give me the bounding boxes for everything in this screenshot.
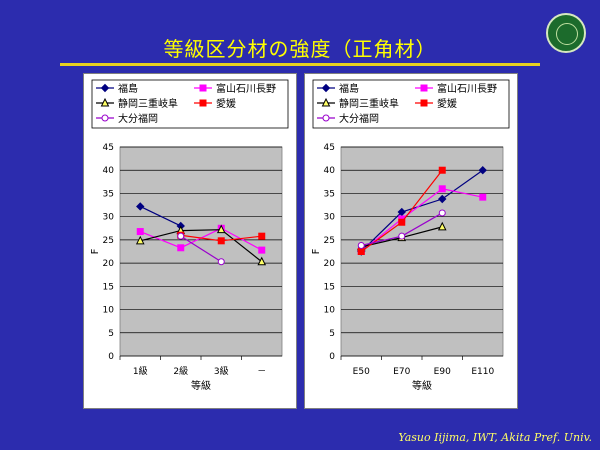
footer-credit: Yasuo Iijima, IWT, Akita Pref. Univ.	[398, 431, 592, 444]
legend-label: 愛媛	[216, 97, 236, 110]
legend-marker	[321, 83, 331, 93]
x-tick-label: 3級	[214, 365, 229, 377]
y-tick-label: 25	[324, 236, 335, 246]
legend-label: 大分福岡	[339, 112, 379, 125]
data-point	[217, 237, 225, 245]
x-tick-label: E50	[353, 367, 370, 377]
legend-marker	[100, 97, 110, 107]
gridlines	[341, 146, 503, 357]
data-point	[177, 244, 185, 252]
y-tick-label: 15	[103, 282, 114, 292]
data-point	[177, 232, 185, 240]
y-tick-label: 10	[324, 306, 336, 316]
y-axis-label: F	[90, 248, 101, 254]
legend-label: 福島	[118, 82, 138, 95]
data-point	[438, 209, 446, 217]
data-point	[438, 166, 446, 174]
y-tick-label: 5	[108, 329, 114, 339]
x-axis-label: 等級	[191, 379, 211, 392]
legend-label: 富山石川長野	[216, 82, 276, 95]
legend-label: 静岡三重岐阜	[339, 97, 399, 110]
data-point	[357, 241, 365, 249]
y-tick-label: 0	[329, 352, 335, 362]
legend-label: 福島	[339, 82, 359, 95]
data-point	[136, 202, 145, 211]
y-tick-label: 25	[103, 236, 114, 246]
data-point	[438, 194, 447, 204]
data-point	[478, 166, 487, 175]
x-tick-label: －	[257, 367, 266, 377]
legend-label: 静岡三重岐阜	[118, 97, 178, 110]
data-point	[136, 228, 144, 236]
series-line	[360, 188, 483, 252]
y-tick-label: 45	[324, 143, 335, 153]
data-point	[438, 185, 446, 193]
title-underline	[60, 63, 540, 66]
series-3	[357, 166, 446, 255]
y-tick-label: 20	[324, 259, 336, 269]
legend-marker	[420, 99, 428, 107]
series-line	[360, 169, 484, 252]
data-point	[135, 235, 145, 245]
data-point	[479, 193, 487, 201]
legend-marker	[321, 97, 331, 107]
y-tick-label: 45	[103, 143, 114, 153]
university-logo	[546, 13, 586, 53]
data-point	[437, 221, 447, 231]
data-point	[217, 258, 225, 266]
series-line	[180, 235, 222, 263]
y-tick-label: 40	[103, 166, 115, 176]
data-point	[257, 256, 267, 266]
series-line	[140, 229, 263, 263]
y-tick-label: 0	[108, 352, 114, 362]
x-tick-label: E70	[393, 367, 410, 377]
legend-marker	[199, 84, 207, 92]
x-axis-label: 等級	[412, 379, 432, 392]
y-tick-label: 10	[103, 306, 115, 316]
data-point	[357, 248, 365, 255]
chart-panel-grades: 福島 富山石川長野静岡三重岐阜 愛媛大分福岡 0 5 10 15 20 25 30 35 40 45 1級…	[83, 73, 297, 409]
legend-marker	[199, 99, 207, 107]
chart-panel-egrades: 福島 富山石川長野静岡三重岐阜 愛媛大分福岡 0 5 10 15 20 25 30 35 40 45 E5…	[304, 73, 518, 409]
legend-box	[91, 79, 289, 129]
x-tick-label: 1級	[133, 365, 148, 377]
y-tick-label: 35	[324, 189, 335, 199]
y-tick-label: 5	[329, 329, 335, 339]
plot-area	[340, 146, 504, 357]
data-point	[258, 232, 266, 240]
legend-marker	[322, 114, 330, 122]
y-tick-label: 30	[103, 213, 115, 223]
data-point	[398, 218, 406, 226]
legend-label: 愛媛	[437, 97, 457, 110]
y-tick-label: 30	[324, 213, 336, 223]
data-point	[216, 224, 226, 234]
series-4	[177, 232, 225, 266]
legend-marker	[100, 83, 110, 93]
plot-area	[119, 146, 283, 357]
data-point	[258, 246, 266, 254]
legend-marker	[101, 114, 109, 122]
slide-title: 等級区分材の強度（正角材）	[163, 37, 437, 61]
legend-label: 富山石川長野	[437, 82, 497, 95]
y-tick-label: 20	[103, 259, 115, 269]
y-tick-label: 40	[324, 166, 336, 176]
legend-label: 大分福岡	[118, 112, 158, 125]
x-tick-label: E90	[434, 367, 451, 377]
y-axis-label: F	[311, 248, 322, 254]
x-tick-label: E110	[471, 367, 494, 377]
y-tick-label: 35	[103, 189, 114, 199]
series-4	[357, 209, 446, 249]
legend-marker	[420, 84, 428, 92]
series-line	[139, 205, 182, 227]
y-tick-label: 15	[324, 282, 335, 292]
legend-box	[312, 79, 510, 129]
x-tick-label: 2級	[173, 365, 188, 377]
data-point	[398, 232, 406, 240]
